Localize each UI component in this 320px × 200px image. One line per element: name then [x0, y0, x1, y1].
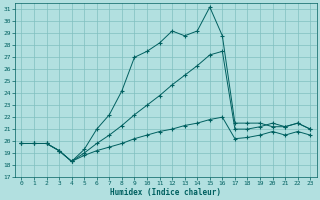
X-axis label: Humidex (Indice chaleur): Humidex (Indice chaleur) — [110, 188, 221, 197]
